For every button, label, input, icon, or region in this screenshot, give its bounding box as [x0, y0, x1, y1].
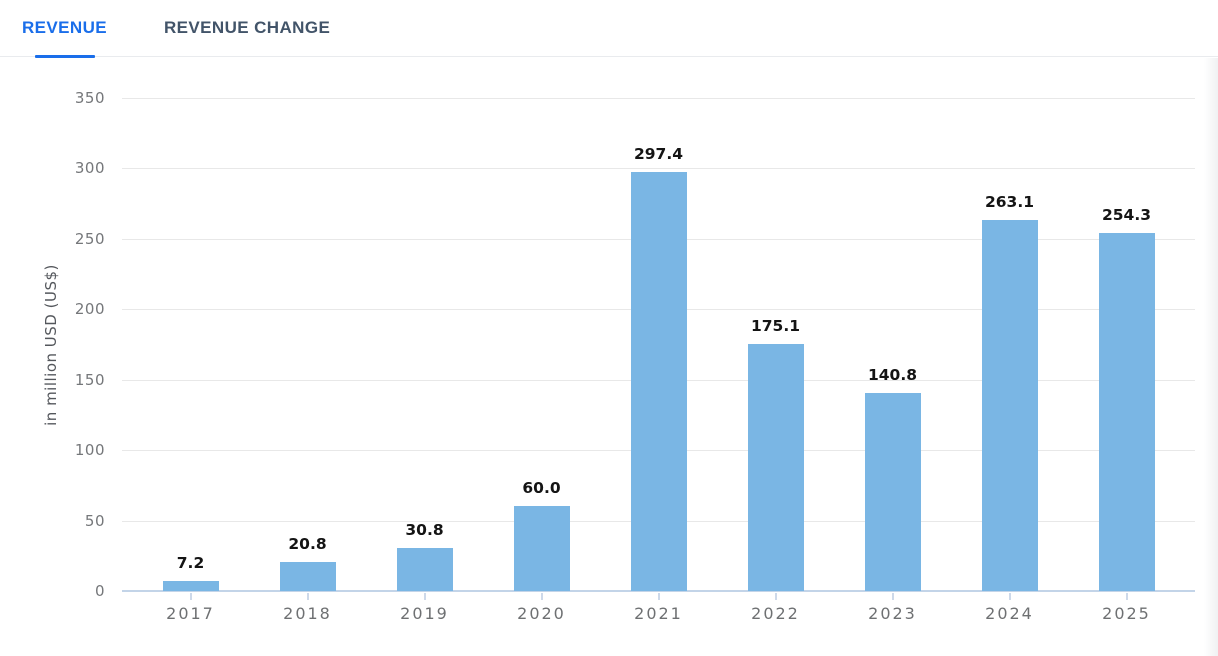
- bar-2019[interactable]: [396, 547, 453, 591]
- x-tick-2017: [189, 593, 192, 600]
- x-tick-2023: [891, 593, 894, 600]
- bar-value-label-2021: 297.4: [633, 145, 684, 164]
- x-axis-line: [122, 590, 1195, 592]
- bar-2021[interactable]: [630, 172, 687, 591]
- x-tick-label-2021: 2021: [634, 604, 683, 623]
- tab-revenue[interactable]: REVENUE: [22, 0, 107, 58]
- gridline-300: [122, 168, 1195, 170]
- bar-value-label-2017: 7.2: [176, 553, 205, 572]
- x-tick-label-2017: 2017: [166, 604, 215, 623]
- tab-bar: REVENUE REVENUE CHANGE: [0, 0, 1218, 58]
- tab-revenue-change[interactable]: REVENUE CHANGE: [164, 0, 330, 56]
- x-tick-2018: [306, 593, 309, 600]
- y-tick-label-300: 300: [74, 159, 105, 178]
- y-tick-label-200: 200: [74, 300, 105, 319]
- tab-revenue-label: REVENUE: [22, 18, 107, 37]
- y-tick-label-50: 50: [84, 511, 105, 530]
- bar-value-label-2022: 175.1: [750, 317, 801, 336]
- bar-2022[interactable]: [747, 344, 804, 591]
- bar-value-label-2023: 140.8: [867, 365, 918, 384]
- bar-2020[interactable]: [513, 506, 570, 591]
- x-tick-label-2024: 2024: [985, 604, 1034, 623]
- bar-2025[interactable]: [1098, 232, 1155, 591]
- x-tick-label-2019: 2019: [400, 604, 449, 623]
- bar-value-label-2024: 263.1: [984, 193, 1035, 212]
- gridline-350: [122, 98, 1195, 99]
- bar-value-label-2018: 20.8: [288, 534, 327, 553]
- x-tick-2025: [1125, 593, 1128, 600]
- x-tick-label-2023: 2023: [868, 604, 917, 623]
- y-tick-label-250: 250: [74, 229, 105, 248]
- x-tick-label-2025: 2025: [1102, 604, 1151, 623]
- x-tick-2022: [774, 593, 777, 600]
- y-tick-label-100: 100: [74, 441, 105, 460]
- x-tick-2020: [540, 593, 543, 600]
- x-tick-label-2022: 2022: [751, 604, 800, 623]
- x-tick-label-2018: 2018: [283, 604, 332, 623]
- bar-value-label-2025: 254.3: [1101, 205, 1152, 224]
- bar-value-label-2019: 30.8: [405, 520, 444, 539]
- active-tab-indicator: [34, 55, 95, 58]
- x-tick-2021: [657, 593, 660, 600]
- y-axis-title: in million USD (US$): [42, 264, 60, 426]
- bar-2017[interactable]: [162, 580, 219, 591]
- y-tick-label-350: 350: [74, 89, 105, 107]
- bar-2018[interactable]: [279, 561, 336, 591]
- bar-2023[interactable]: [864, 392, 921, 591]
- y-tick-label-150: 150: [74, 370, 105, 389]
- bar-2024[interactable]: [981, 220, 1038, 591]
- x-tick-2024: [1008, 593, 1011, 600]
- x-tick-2019: [423, 593, 426, 600]
- x-tick-label-2020: 2020: [517, 604, 566, 623]
- tab-revenue-change-label: REVENUE CHANGE: [164, 18, 331, 37]
- right-edge-fade: [1204, 58, 1218, 656]
- y-tick-label-0: 0: [94, 582, 105, 600]
- bar-value-label-2020: 60.0: [522, 479, 561, 498]
